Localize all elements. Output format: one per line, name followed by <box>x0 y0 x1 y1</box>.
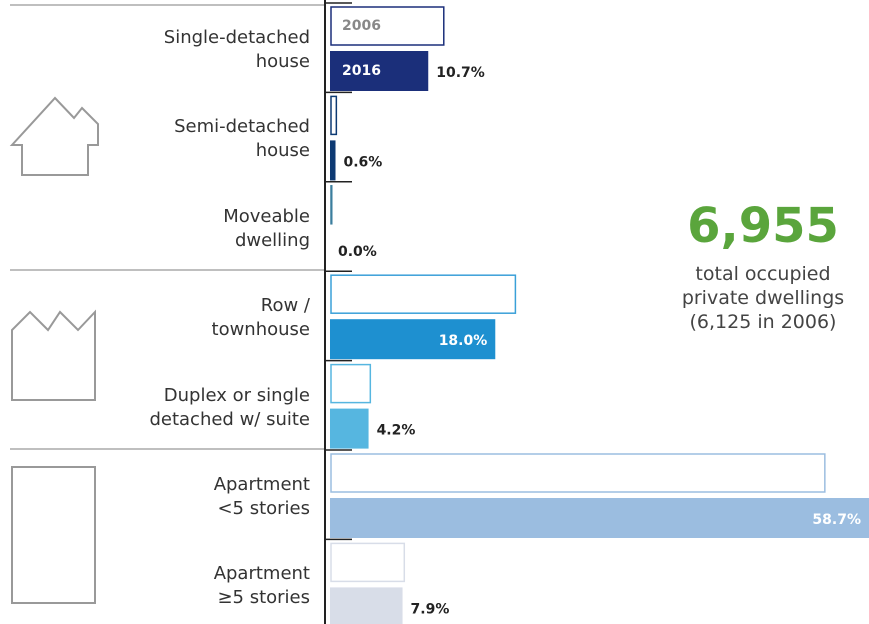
townhouse-icon <box>11 309 96 401</box>
bar-2016 <box>330 51 429 91</box>
value-label: 0.0% <box>338 244 377 260</box>
bar-2006 <box>330 542 406 583</box>
value-label: 0.6% <box>344 154 383 170</box>
value-label: 18.0% <box>439 333 488 349</box>
annotation-value: 6,955 <box>687 198 839 254</box>
bar-2016 <box>330 319 496 360</box>
category-label: Semi-detached house <box>174 116 310 162</box>
category-label: Apartment <5 stories <box>213 474 310 519</box>
house-icon <box>9 96 99 176</box>
bar-2006 <box>330 274 517 314</box>
value-label: 7.9% <box>411 601 450 617</box>
bar-2006 <box>330 185 333 225</box>
category-label: Single-detached house <box>163 27 310 72</box>
separators <box>10 4 325 450</box>
value-label: 10.7% <box>436 65 485 81</box>
bar-2016 <box>330 587 403 624</box>
value-label: 58.7% <box>812 512 861 528</box>
bar-2016 <box>330 498 869 538</box>
apartment-icon <box>11 466 96 604</box>
bar-2006 <box>330 6 445 46</box>
category-label: Apartment ≥5 stories <box>213 563 310 609</box>
bar-2016 <box>330 408 369 449</box>
bar-2006 <box>330 453 826 493</box>
value-label: 4.2% <box>377 423 416 439</box>
annotation-text: total occupied private dwellings (6,125 … <box>681 263 845 333</box>
bar-2016 <box>330 140 336 181</box>
bar-2006 <box>330 363 372 404</box>
category-label: Row / townhouse <box>211 295 310 341</box>
category-label: Duplex or single detached w/ suite <box>149 384 310 430</box>
bar-2006 <box>330 95 338 136</box>
series-label: 2016 <box>342 63 381 79</box>
series-label: 2006 <box>342 18 381 34</box>
category-label: Moveable dwelling <box>223 205 310 251</box>
